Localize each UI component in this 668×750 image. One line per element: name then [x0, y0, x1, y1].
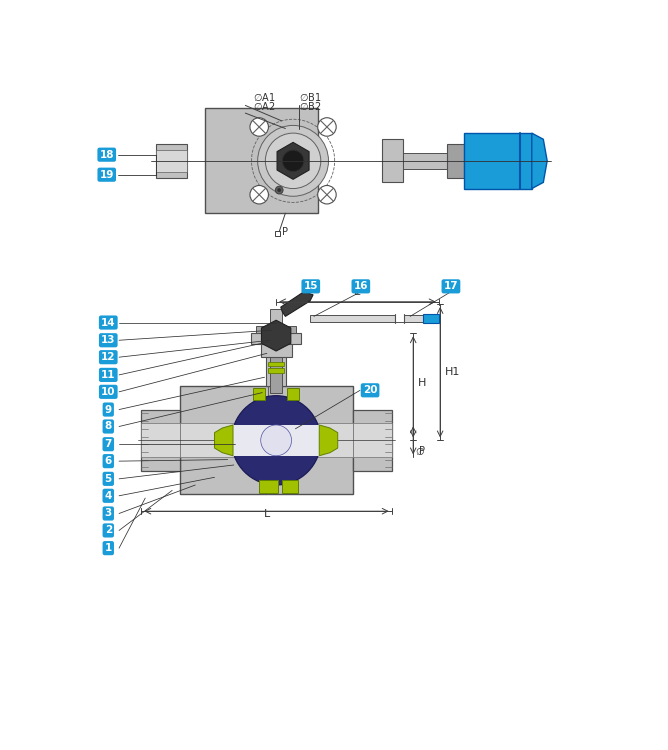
- Bar: [253, 388, 265, 400]
- Bar: [204, 109, 319, 213]
- Polygon shape: [281, 292, 313, 316]
- Circle shape: [318, 118, 336, 136]
- Bar: [251, 333, 301, 344]
- Text: 15: 15: [303, 281, 318, 291]
- Bar: [275, 231, 280, 236]
- Bar: [142, 410, 180, 471]
- Circle shape: [275, 186, 283, 194]
- Polygon shape: [261, 320, 291, 351]
- Bar: [261, 340, 291, 357]
- Polygon shape: [277, 142, 309, 179]
- Circle shape: [250, 185, 269, 204]
- Text: P: P: [420, 446, 426, 456]
- Text: 1: 1: [105, 543, 112, 554]
- Text: 8: 8: [105, 422, 112, 431]
- Polygon shape: [532, 133, 547, 188]
- Bar: [403, 153, 450, 169]
- Text: $\varnothing$A1: $\varnothing$A1: [253, 91, 275, 103]
- Bar: [353, 410, 391, 471]
- Text: 19: 19: [100, 170, 114, 180]
- Polygon shape: [283, 481, 298, 493]
- Text: 13: 13: [101, 335, 116, 345]
- Bar: [142, 424, 180, 458]
- Bar: [270, 343, 283, 392]
- Text: 14: 14: [101, 317, 116, 328]
- Text: $\varnothing$: $\varnothing$: [415, 446, 424, 458]
- Polygon shape: [214, 425, 233, 456]
- Bar: [256, 326, 296, 333]
- Bar: [232, 425, 321, 456]
- Text: 4: 4: [105, 490, 112, 501]
- Text: 2: 2: [105, 526, 112, 536]
- Text: P: P: [281, 226, 287, 237]
- Text: 5: 5: [105, 474, 112, 484]
- Circle shape: [265, 133, 321, 188]
- Polygon shape: [259, 481, 278, 493]
- Bar: [353, 424, 391, 458]
- Text: E: E: [354, 287, 361, 297]
- Text: $\varnothing$B2: $\varnothing$B2: [299, 100, 321, 112]
- Text: 20: 20: [363, 386, 377, 395]
- Bar: [447, 144, 464, 178]
- Text: 10: 10: [101, 387, 116, 397]
- Text: 9: 9: [105, 404, 112, 415]
- Bar: [310, 315, 437, 322]
- Polygon shape: [319, 425, 338, 456]
- Bar: [464, 133, 532, 188]
- Bar: [156, 144, 187, 178]
- Bar: [424, 314, 439, 322]
- Circle shape: [318, 185, 336, 204]
- Text: 11: 11: [101, 370, 116, 380]
- Text: 7: 7: [105, 440, 112, 449]
- Circle shape: [278, 188, 281, 192]
- Text: L: L: [263, 509, 270, 519]
- Text: 17: 17: [444, 281, 458, 291]
- Bar: [381, 140, 403, 182]
- Circle shape: [258, 125, 329, 196]
- Text: 16: 16: [353, 281, 368, 291]
- Bar: [156, 150, 187, 172]
- Circle shape: [283, 150, 304, 172]
- Bar: [269, 362, 284, 367]
- Circle shape: [250, 118, 269, 136]
- Text: $\varnothing$B1: $\varnothing$B1: [299, 91, 322, 103]
- Text: $\varnothing$A2: $\varnothing$A2: [253, 100, 275, 112]
- Bar: [395, 315, 404, 322]
- Text: 3: 3: [105, 509, 112, 518]
- Text: 6: 6: [105, 456, 112, 466]
- Bar: [266, 344, 286, 386]
- Bar: [180, 386, 353, 494]
- Bar: [269, 368, 284, 373]
- Circle shape: [261, 425, 291, 456]
- Text: H: H: [418, 378, 426, 388]
- Bar: [270, 309, 283, 326]
- Circle shape: [232, 396, 321, 485]
- Text: H1: H1: [445, 368, 460, 377]
- Text: 18: 18: [100, 150, 114, 160]
- Bar: [180, 424, 353, 458]
- Text: 12: 12: [101, 352, 116, 362]
- Bar: [287, 388, 299, 400]
